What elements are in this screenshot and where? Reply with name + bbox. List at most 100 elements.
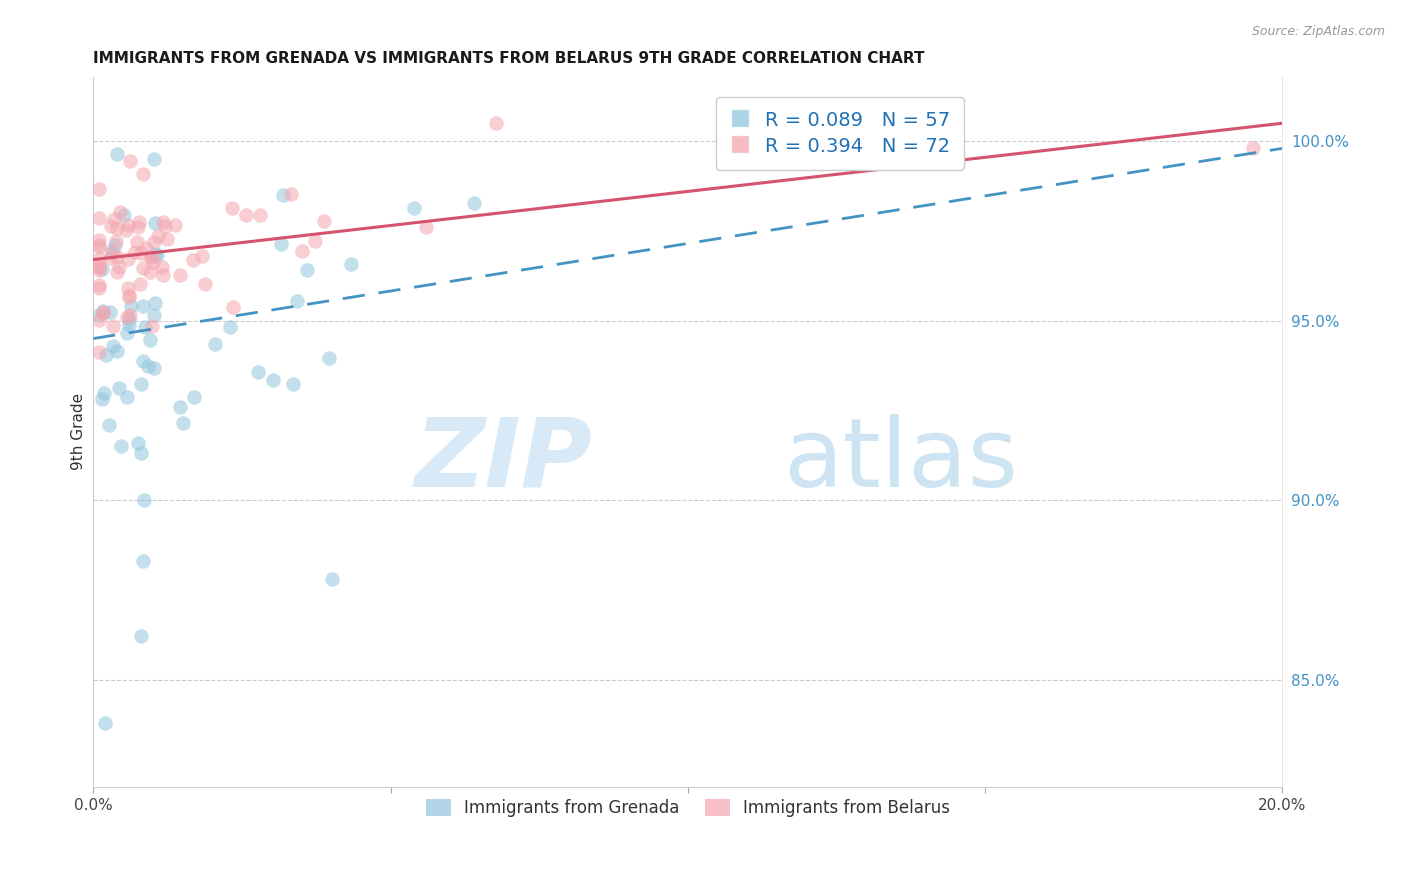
Point: [139, 333, 162, 347]
Point: [89, 313, 111, 327]
Point: [118, 153, 141, 168]
Point: [139, 250, 162, 264]
Point: [127, 220, 149, 235]
Text: atlas: atlas: [783, 414, 1018, 507]
Point: [249, 208, 271, 222]
Legend: Immigrants from Grenada, Immigrants from Belarus: Immigrants from Grenada, Immigrants from…: [418, 790, 959, 825]
Point: [98, 418, 121, 433]
Point: [132, 554, 155, 568]
Point: [89, 260, 111, 275]
Point: [94, 715, 117, 730]
Point: [135, 241, 157, 255]
Point: [139, 265, 162, 279]
Point: [142, 255, 165, 269]
Point: [115, 390, 138, 404]
Point: [142, 152, 165, 166]
Point: [129, 446, 152, 460]
Point: [98, 304, 121, 318]
Point: [117, 252, 139, 266]
Point: [89, 182, 111, 196]
Point: [110, 439, 132, 453]
Point: [142, 360, 165, 375]
Point: [152, 215, 174, 229]
Point: [89, 238, 111, 252]
Point: [89, 309, 111, 323]
Point: [172, 416, 194, 430]
Point: [218, 320, 240, 334]
Y-axis label: 9th Grade: 9th Grade: [72, 393, 86, 470]
Point: [221, 201, 243, 215]
Point: [101, 339, 124, 353]
Point: [105, 234, 128, 248]
Point: [112, 208, 135, 222]
Point: [132, 260, 155, 275]
Point: [295, 263, 318, 277]
Point: [105, 221, 128, 235]
Text: Source: ZipAtlas.com: Source: ZipAtlas.com: [1251, 25, 1385, 38]
Point: [129, 376, 152, 391]
Point: [127, 436, 149, 450]
Point: [91, 305, 114, 319]
Point: [321, 572, 343, 586]
Point: [194, 277, 217, 291]
Point: [183, 390, 205, 404]
Point: [100, 219, 122, 233]
Point: [124, 244, 146, 259]
Point: [131, 299, 153, 313]
Point: [131, 167, 153, 181]
Point: [114, 223, 136, 237]
Point: [98, 251, 121, 265]
Point: [291, 244, 314, 258]
Point: [136, 359, 159, 374]
Point: [143, 296, 166, 310]
Point: [118, 312, 141, 326]
Point: [143, 308, 166, 322]
Point: [89, 252, 111, 266]
Point: [169, 401, 191, 415]
Point: [108, 205, 131, 219]
Point: [128, 215, 150, 229]
Point: [115, 310, 138, 324]
Point: [318, 351, 340, 366]
Point: [91, 305, 114, 319]
Point: [129, 629, 152, 643]
Point: [89, 262, 111, 277]
Point: [222, 300, 245, 314]
Point: [156, 232, 179, 246]
Point: [402, 202, 425, 216]
Point: [312, 214, 335, 228]
Point: [281, 376, 304, 391]
Point: [105, 146, 128, 161]
Point: [90, 262, 112, 277]
Point: [117, 281, 139, 295]
Point: [463, 196, 485, 211]
Point: [118, 318, 141, 332]
Point: [148, 229, 170, 244]
Point: [89, 233, 111, 247]
Point: [270, 236, 292, 251]
Point: [94, 348, 117, 362]
Point: [100, 244, 122, 259]
Point: [304, 234, 326, 248]
Text: IMMIGRANTS FROM GRENADA VS IMMIGRANTS FROM BELARUS 9TH GRADE CORRELATION CHART: IMMIGRANTS FROM GRENADA VS IMMIGRANTS FR…: [93, 51, 925, 66]
Text: ZIP: ZIP: [415, 414, 593, 507]
Point: [280, 187, 302, 202]
Point: [339, 257, 361, 271]
Point: [134, 319, 156, 334]
Point: [191, 249, 214, 263]
Point: [285, 294, 308, 309]
Point: [415, 219, 437, 234]
Point: [235, 208, 257, 222]
Point: [271, 188, 294, 202]
Point: [108, 260, 131, 274]
Point: [127, 235, 149, 249]
Point: [89, 240, 111, 254]
Point: [246, 365, 269, 379]
Point: [105, 250, 128, 264]
Point: [105, 264, 128, 278]
Point: [89, 211, 111, 225]
Point: [101, 319, 124, 334]
Point: [93, 386, 115, 401]
Point: [105, 343, 128, 358]
Point: [143, 235, 166, 249]
